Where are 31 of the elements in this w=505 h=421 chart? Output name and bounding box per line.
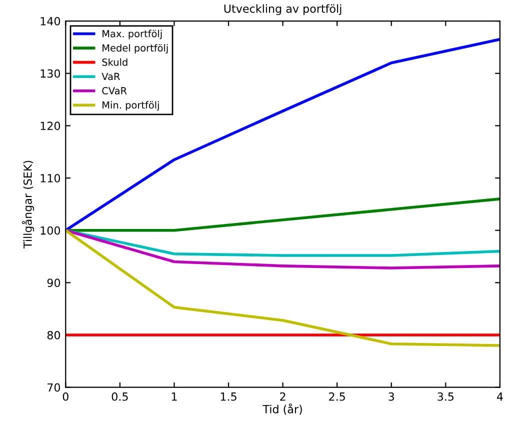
legend-label: Max. portfölj	[102, 30, 162, 40]
line-series	[66, 228, 500, 257]
x-tick-label: 2.5	[329, 392, 345, 401]
y-tick-label: 140	[40, 17, 60, 26]
line-series	[66, 198, 500, 232]
x-tick-label: 3.5	[438, 392, 454, 401]
y-axis-title: Tillgångar (SEK)	[22, 160, 34, 249]
y-tick-label: 70	[48, 383, 60, 392]
legend-label: VaR	[102, 72, 120, 80]
y-tick-label: 110	[40, 174, 60, 182]
x-tick-label: 1.5	[220, 392, 236, 401]
y-tick-label: 100	[40, 226, 60, 235]
line-series	[66, 228, 500, 347]
line-series	[66, 38, 500, 232]
x-tick-label: 1	[172, 392, 177, 401]
legend-label: Medel portfölj	[102, 44, 168, 54]
y-tick-label: 80	[47, 330, 60, 340]
x-tick-label: 4	[496, 392, 503, 401]
legend-label: CVaR	[102, 87, 127, 94]
x-axis-title: Tid (år)	[262, 403, 302, 415]
x-tick-label: 2	[280, 392, 286, 401]
line-series	[66, 228, 500, 270]
legend-label: Min. portfölj	[102, 101, 159, 111]
chart-title: Utveckling av portfölj	[224, 4, 342, 16]
legend-label: Skuld	[102, 58, 128, 66]
x-tick-label: 0	[62, 392, 68, 401]
y-tick-label: 120	[40, 122, 60, 130]
x-tick-label: 0.5	[112, 392, 128, 401]
y-tick-label: 90	[47, 278, 60, 288]
y-tick-label: 130	[40, 69, 60, 78]
x-tick-label: 3	[388, 392, 394, 401]
